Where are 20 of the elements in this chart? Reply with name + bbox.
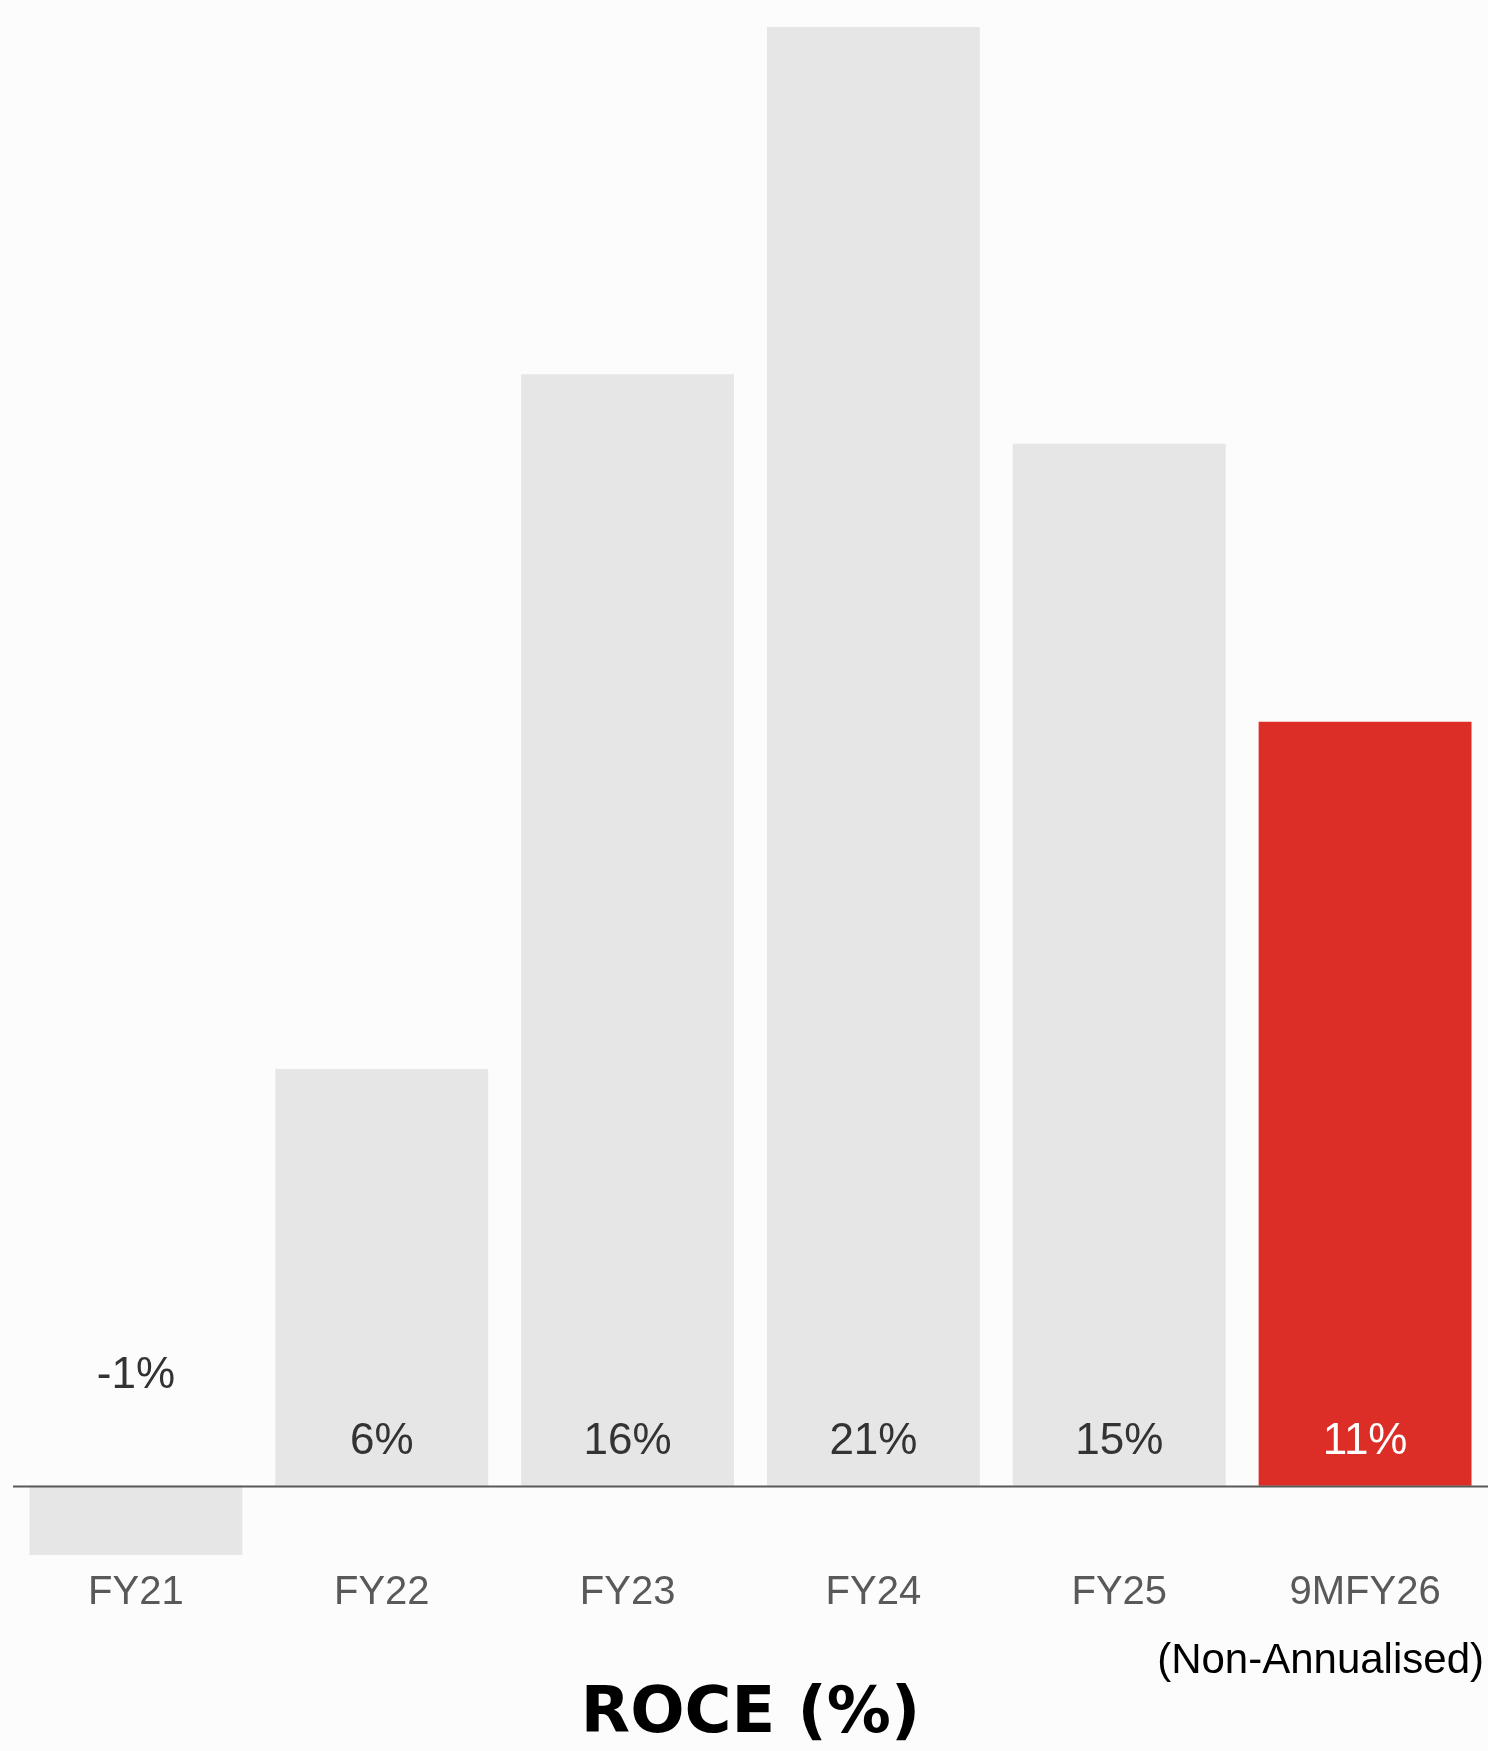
data-label: 15% (1075, 1413, 1164, 1463)
x-tick-label: FY25 (1071, 1568, 1168, 1613)
text: ROCE (%) (580, 1672, 921, 1747)
text: (Non-Annualised) (1157, 1634, 1484, 1682)
bar (275, 1069, 489, 1486)
bar (1012, 443, 1226, 1486)
x-tick-label: 9MFY26 (1289, 1568, 1441, 1613)
bar (521, 374, 735, 1486)
bar (766, 27, 980, 1486)
data-label: 21% (829, 1413, 918, 1463)
x-tick-label: FY24 (825, 1568, 922, 1613)
bar (1258, 721, 1472, 1486)
data-label: -1% (96, 1347, 176, 1397)
x-tick-label: FY22 (333, 1568, 430, 1613)
data-label: 11% (1322, 1413, 1408, 1463)
data-label: 16% (583, 1413, 672, 1463)
data-label: 6% (349, 1413, 414, 1463)
x-tick-label: FY23 (579, 1568, 676, 1613)
x-tick-label: FY21 (88, 1568, 184, 1613)
bar (29, 1485, 243, 1556)
